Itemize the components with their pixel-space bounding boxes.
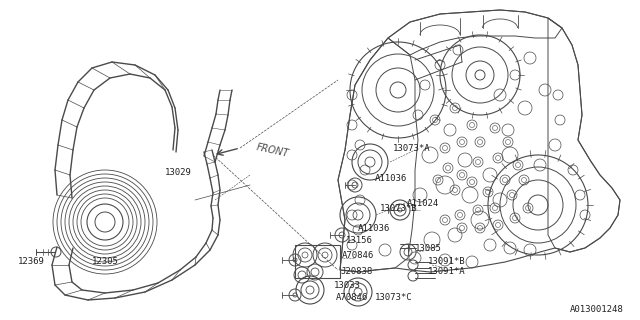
Text: 13033: 13033	[334, 281, 361, 290]
Text: 13091*B: 13091*B	[428, 258, 466, 267]
Text: 13029: 13029	[165, 167, 192, 177]
Text: A11036: A11036	[358, 223, 390, 233]
Text: 13091*A: 13091*A	[428, 268, 466, 276]
Text: A70846: A70846	[336, 293, 368, 302]
Text: 13073*B: 13073*B	[380, 204, 418, 212]
Text: FRONT: FRONT	[255, 143, 290, 159]
Text: 13073*A: 13073*A	[393, 143, 431, 153]
Text: J20838: J20838	[340, 268, 372, 276]
Text: 13156: 13156	[346, 236, 373, 244]
Text: 13073*C: 13073*C	[375, 293, 413, 302]
Text: A11024: A11024	[407, 198, 439, 207]
Text: 13085: 13085	[415, 244, 442, 252]
Text: A70846: A70846	[342, 251, 374, 260]
Text: A013001248: A013001248	[570, 306, 624, 315]
Text: 12305: 12305	[92, 258, 119, 267]
Text: A11036: A11036	[375, 173, 407, 182]
Text: 12369: 12369	[18, 258, 45, 267]
